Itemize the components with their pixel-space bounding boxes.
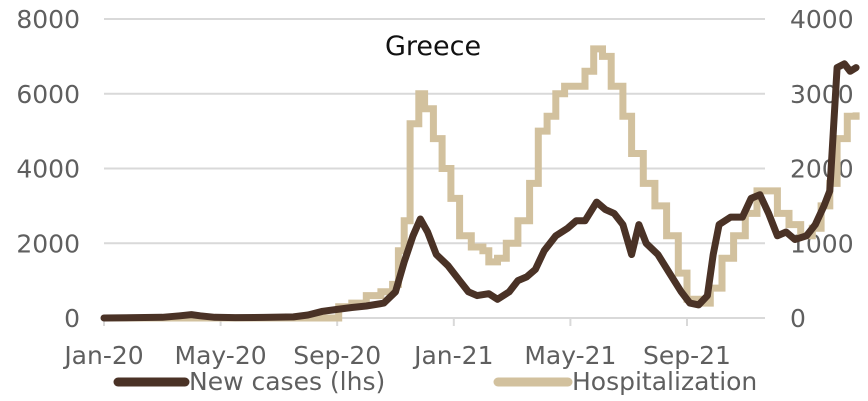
left-tick-label: 6000 <box>16 80 80 109</box>
legend-label-new-cases: New cases (lhs) <box>189 367 385 396</box>
x-tick-label: Sep-20 <box>293 341 381 370</box>
new-cases-line <box>100 60 860 322</box>
x-tick-label: Jan-21 <box>412 341 493 370</box>
chart-title: Greece <box>385 31 481 62</box>
x-axis: Jan-20 May-20 Sep-20 Jan-21 May-21 Sep-21 <box>62 318 731 370</box>
gridlines <box>104 18 765 319</box>
left-tick-label: 4000 <box>16 155 80 184</box>
right-tick-label: 4000 <box>790 5 854 34</box>
x-tick-label: May-20 <box>175 341 267 370</box>
x-tick-label: May-21 <box>524 341 616 370</box>
right-tick-label: 2000 <box>790 155 854 184</box>
legend: New cases (lhs) Hospitalization <box>113 367 757 396</box>
hospitalization-line <box>104 45 860 322</box>
right-tick-label: 3000 <box>790 80 854 109</box>
left-axis: 0 2000 4000 6000 8000 <box>16 5 80 333</box>
left-tick-label: 8000 <box>16 5 80 34</box>
right-tick-label: 0 <box>790 304 806 333</box>
legend-label-hospitalization: Hospitalization <box>572 367 757 396</box>
x-tick-label: Sep-21 <box>643 341 731 370</box>
left-tick-label: 0 <box>64 304 80 333</box>
left-tick-label: 2000 <box>16 229 80 258</box>
x-tick-label: Jan-20 <box>62 341 143 370</box>
